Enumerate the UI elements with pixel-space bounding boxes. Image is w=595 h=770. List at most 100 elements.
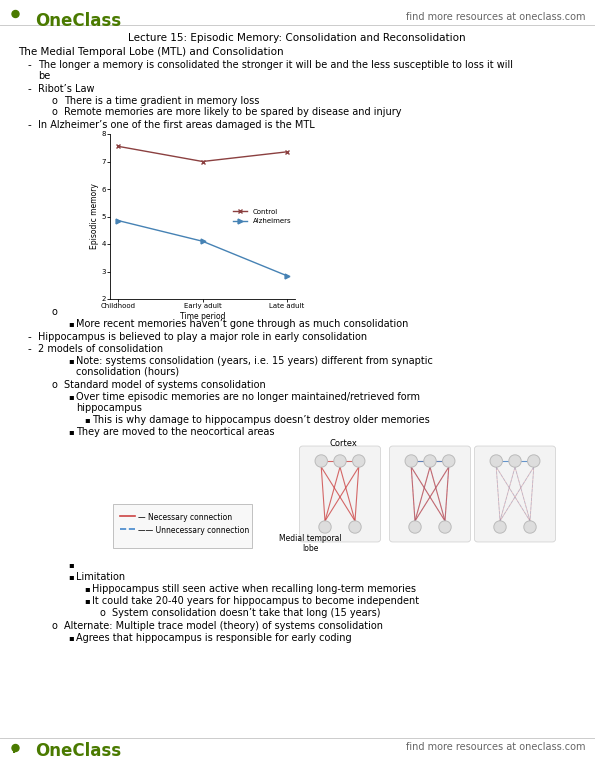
- Control: [199, 157, 206, 166]
- Text: find more resources at oneclass.com: find more resources at oneclass.com: [406, 12, 585, 22]
- Circle shape: [491, 456, 501, 466]
- Circle shape: [354, 456, 364, 466]
- Text: ▪: ▪: [68, 560, 74, 569]
- Legend: Control, Alzheimers: Control, Alzheimers: [233, 209, 292, 224]
- Text: Medial temporal: Medial temporal: [278, 534, 342, 543]
- Circle shape: [425, 456, 435, 466]
- Circle shape: [439, 521, 451, 533]
- Text: OneClass: OneClass: [35, 12, 121, 30]
- FancyBboxPatch shape: [113, 504, 252, 548]
- Text: ▪: ▪: [68, 427, 74, 436]
- Text: ▪: ▪: [68, 356, 74, 365]
- Text: hippocampus: hippocampus: [76, 403, 142, 413]
- Text: Alternate: Multiple trace model (theory) of systems consolidation: Alternate: Multiple trace model (theory)…: [64, 621, 383, 631]
- Text: ▪: ▪: [84, 596, 90, 605]
- Text: ▪: ▪: [68, 392, 74, 401]
- Text: consolidation (hours): consolidation (hours): [76, 367, 179, 377]
- Text: Remote memories are more likely to be spared by disease and injury: Remote memories are more likely to be sp…: [64, 107, 402, 117]
- Text: Hippocampus is believed to play a major role in early consolidation: Hippocampus is believed to play a major …: [38, 332, 367, 342]
- Circle shape: [444, 456, 454, 466]
- Text: It could take 20-40 years for hippocampus to become independent: It could take 20-40 years for hippocampu…: [92, 596, 419, 606]
- Circle shape: [525, 522, 535, 532]
- Circle shape: [353, 455, 365, 467]
- Circle shape: [424, 455, 436, 467]
- Text: -: -: [28, 120, 32, 130]
- Y-axis label: Episodic memory: Episodic memory: [90, 183, 99, 249]
- Circle shape: [528, 455, 540, 467]
- Text: find more resources at oneclass.com: find more resources at oneclass.com: [406, 742, 585, 752]
- Circle shape: [12, 745, 19, 752]
- Circle shape: [317, 456, 326, 466]
- Text: o: o: [52, 96, 58, 106]
- Alzheimers: [283, 271, 290, 280]
- Circle shape: [406, 456, 416, 466]
- Text: Lecture 15: Episodic Memory: Consolidation and Reconsolidation: Lecture 15: Episodic Memory: Consolidati…: [128, 33, 466, 43]
- X-axis label: Time period: Time period: [180, 312, 226, 321]
- Text: Standard model of systems consolidation: Standard model of systems consolidation: [64, 380, 266, 390]
- Text: — Necessary connection: — Necessary connection: [138, 513, 232, 522]
- Text: Hippocampus still seen active when recalling long-term memories: Hippocampus still seen active when recal…: [92, 584, 416, 594]
- Circle shape: [349, 521, 361, 533]
- Text: ▪: ▪: [68, 572, 74, 581]
- Circle shape: [335, 456, 345, 466]
- Text: ▪: ▪: [68, 633, 74, 642]
- Text: They are moved to the neocortical areas: They are moved to the neocortical areas: [76, 427, 274, 437]
- Circle shape: [443, 455, 455, 467]
- Circle shape: [524, 521, 536, 533]
- Text: There is a time gradient in memory loss: There is a time gradient in memory loss: [64, 96, 259, 106]
- Text: Agrees that hippocampus is responsible for early coding: Agrees that hippocampus is responsible f…: [76, 633, 352, 643]
- Circle shape: [319, 521, 331, 533]
- Text: 2 models of consolidation: 2 models of consolidation: [38, 344, 163, 354]
- Text: -: -: [28, 60, 32, 70]
- Circle shape: [490, 455, 502, 467]
- Text: Ribot’s Law: Ribot’s Law: [38, 84, 95, 94]
- Text: System consolidation doesn’t take that long (15 years): System consolidation doesn’t take that l…: [112, 608, 380, 618]
- Text: ▪: ▪: [84, 584, 90, 593]
- Text: OneClass: OneClass: [35, 742, 121, 760]
- Text: lobe: lobe: [302, 544, 318, 553]
- Text: ▪: ▪: [68, 319, 74, 328]
- Text: -: -: [28, 344, 32, 354]
- Text: -: -: [28, 332, 32, 342]
- Circle shape: [495, 522, 505, 532]
- Text: Over time episodic memories are no longer maintained/retrieved form: Over time episodic memories are no longe…: [76, 392, 420, 402]
- Alzheimers: [115, 216, 122, 226]
- Text: In Alzheimer’s one of the first areas damaged is the MTL: In Alzheimer’s one of the first areas da…: [38, 120, 315, 130]
- Line: Control: Control: [116, 144, 289, 164]
- Text: Limitation: Limitation: [76, 572, 125, 582]
- Circle shape: [315, 455, 327, 467]
- Circle shape: [529, 456, 538, 466]
- Text: o: o: [100, 608, 106, 618]
- Circle shape: [510, 456, 520, 466]
- Text: o: o: [52, 380, 58, 390]
- Text: ▪: ▪: [84, 415, 90, 424]
- Text: -: -: [28, 84, 32, 94]
- Text: Cortex: Cortex: [330, 439, 358, 448]
- Alzheimers: [199, 236, 206, 246]
- Text: —— Unnecessary connection: —— Unnecessary connection: [138, 526, 249, 535]
- Circle shape: [409, 521, 421, 533]
- Circle shape: [440, 522, 450, 532]
- FancyBboxPatch shape: [474, 446, 556, 542]
- Text: The Medial Temporal Lobe (MTL) and Consolidation: The Medial Temporal Lobe (MTL) and Conso…: [18, 47, 284, 57]
- Text: The longer a memory is consolidated the stronger it will be and the less suscept: The longer a memory is consolidated the …: [38, 60, 513, 70]
- Circle shape: [334, 455, 346, 467]
- Text: o: o: [52, 307, 58, 317]
- Control: [115, 142, 122, 151]
- Text: o: o: [52, 621, 58, 631]
- Line: Alzheimers: Alzheimers: [116, 218, 289, 278]
- Circle shape: [410, 522, 420, 532]
- FancyBboxPatch shape: [390, 446, 471, 542]
- Control: [283, 147, 290, 156]
- Text: This is why damage to hippocampus doesn’t destroy older memories: This is why damage to hippocampus doesn’…: [92, 415, 430, 425]
- Text: More recent memories haven’t gone through as much consolidation: More recent memories haven’t gone throug…: [76, 319, 408, 329]
- Circle shape: [320, 522, 330, 532]
- Circle shape: [494, 521, 506, 533]
- Text: Note: systems consolidation (years, i.e. 15 years) different from synaptic: Note: systems consolidation (years, i.e.…: [76, 356, 433, 366]
- FancyBboxPatch shape: [299, 446, 380, 542]
- Text: be: be: [38, 71, 50, 81]
- Circle shape: [509, 455, 521, 467]
- Text: o: o: [52, 107, 58, 117]
- Circle shape: [405, 455, 417, 467]
- Circle shape: [350, 522, 360, 532]
